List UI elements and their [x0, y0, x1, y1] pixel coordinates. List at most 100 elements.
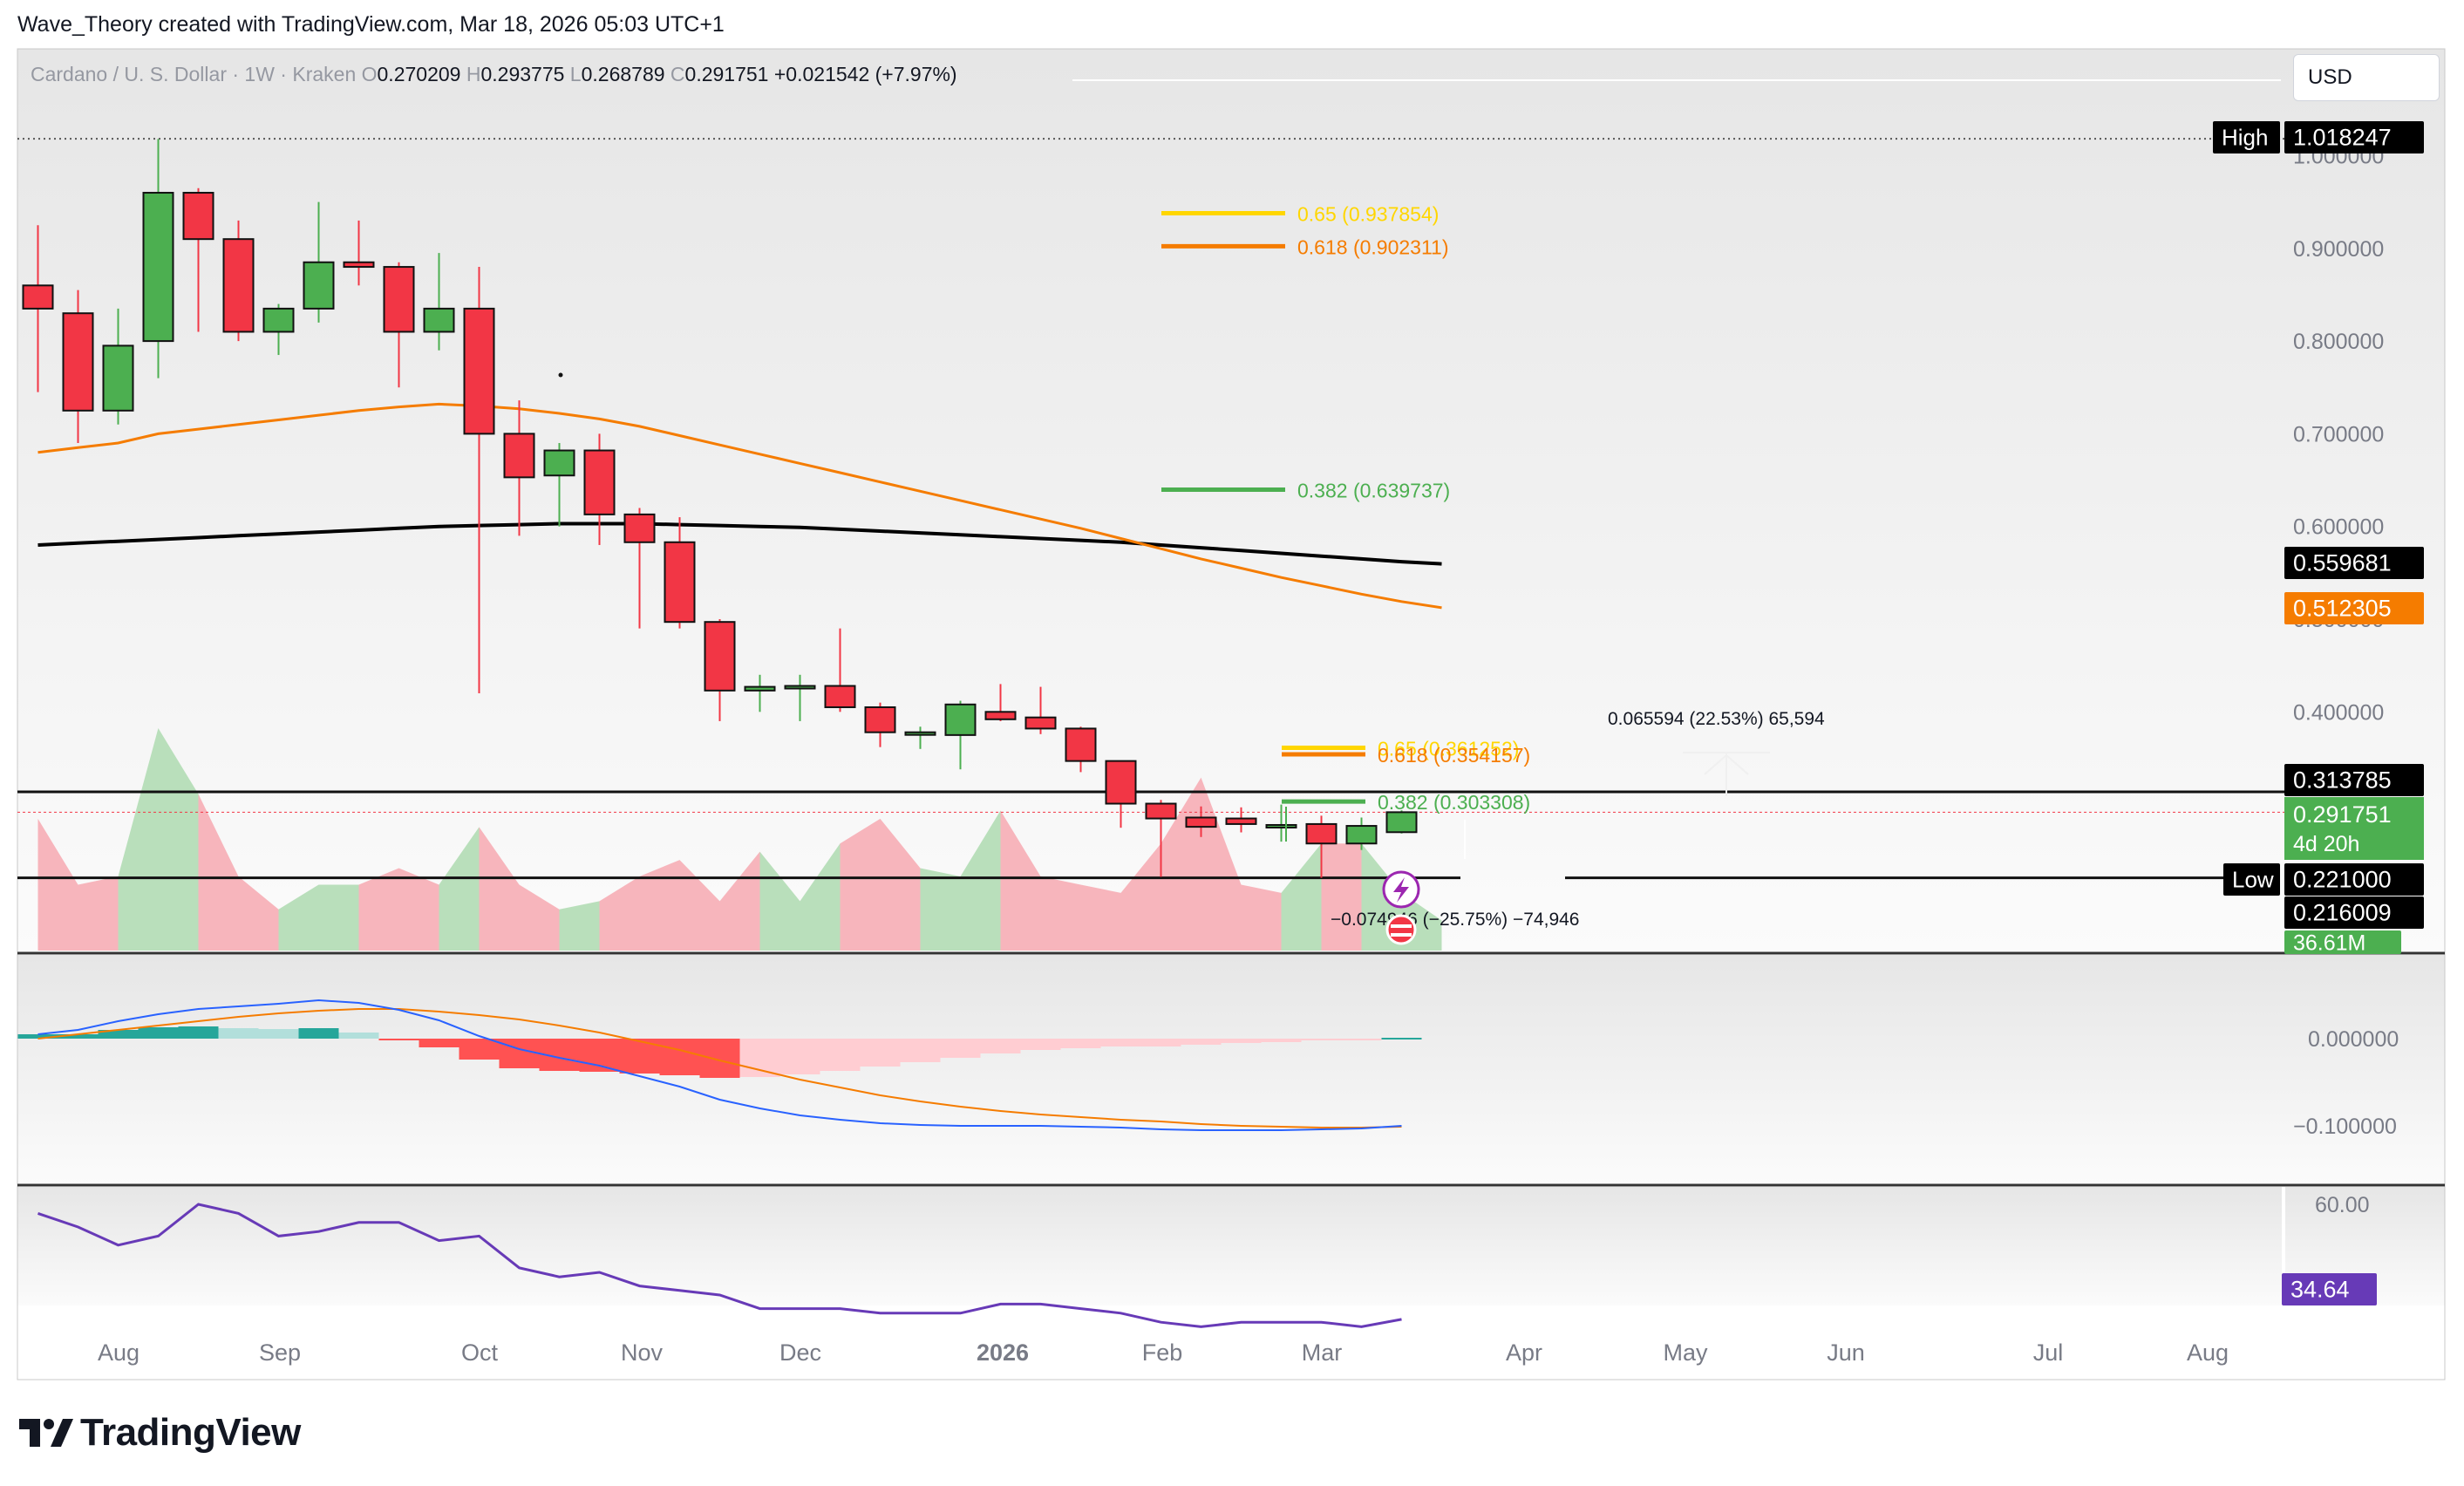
candle-down [503, 433, 535, 479]
fib-label: 0.618 (0.354157) [1378, 744, 1530, 767]
legend-part: +0.021542 (+7.97%) [774, 63, 957, 85]
legend-part: 0.268789 [582, 63, 670, 85]
flag-stripe [1391, 933, 1412, 937]
volume-area [1120, 843, 1161, 951]
candle-down [1065, 727, 1097, 762]
candle-up [744, 685, 776, 692]
macd-histogram-bar [17, 1034, 58, 1039]
candle-down [664, 541, 696, 624]
volume-area [37, 818, 78, 951]
macd-histogram-bar [1020, 1039, 1061, 1050]
legend-part: Cardano / U. S. Dollar · 1W · Kraken [31, 63, 362, 85]
high-price-badge: 1.018247 [2293, 125, 2392, 151]
volume-area [920, 868, 961, 951]
macd-histogram-bar [820, 1039, 861, 1071]
rsi-axis-tick: 60.00 [2315, 1193, 2370, 1217]
macd-histogram-bar [1341, 1039, 1382, 1040]
macd-histogram-bar [860, 1039, 901, 1067]
volume-area [1321, 843, 1362, 951]
volume-area [358, 868, 399, 951]
macd-histogram-bar [338, 1033, 379, 1039]
fib-label: 0.65 (0.361252) [1378, 737, 1519, 760]
rsi-value-badge: 34.64 [2290, 1277, 2350, 1303]
volume-area [439, 827, 480, 951]
ema-50-price-badge-bg [2284, 592, 2424, 624]
rsi-value-badge-bg [2282, 1273, 2377, 1305]
time-axis-tick: Aug [98, 1339, 140, 1366]
chart-border [17, 48, 2446, 1380]
price-axis-tick: 0.700000 [2293, 422, 2384, 446]
candle-up [102, 344, 134, 412]
candle-down [1024, 716, 1057, 730]
volume-area [198, 794, 239, 951]
macd-histogram-bar [900, 1039, 941, 1062]
price-axis-tick: 0.800000 [2293, 330, 2384, 354]
macd-histogram-bar [579, 1039, 620, 1072]
volume-area [238, 876, 279, 951]
volume-area [158, 728, 199, 951]
volume-badge-bg [2284, 930, 2401, 954]
time-axis-tick: Dec [779, 1339, 821, 1366]
volume-area [1241, 884, 1282, 951]
fib-label: 0.618 (0.902311) [1297, 235, 1449, 258]
legend-part: 0.291751 [685, 63, 774, 85]
macd-histogram-bar [499, 1039, 540, 1068]
candle-down [1225, 817, 1257, 825]
candle-up [784, 685, 816, 690]
legend-part: L [570, 63, 582, 85]
price-axis-tick: 0.400000 [2293, 700, 2384, 725]
rsi-pane-bg [17, 1187, 2445, 1305]
macd-histogram-bar [1301, 1039, 1342, 1040]
flag-stripe [1391, 924, 1412, 928]
macd-histogram-bar [779, 1039, 820, 1074]
chart-credit: Wave_Theory created with TradingView.com… [17, 12, 725, 37]
macd-histogram-bar [298, 1028, 339, 1039]
legend-part: 0.293775 [480, 63, 569, 85]
candle-up [904, 731, 936, 736]
fib-label: 0.382 (0.303308) [1378, 791, 1530, 814]
macd-histogram-bar [419, 1039, 459, 1047]
macd-histogram-bar [138, 1027, 179, 1039]
candle-up [1345, 825, 1378, 845]
candle-down [1305, 822, 1338, 845]
fib-label: 0.382 (0.639737) [1297, 479, 1450, 501]
chart-marker [558, 372, 563, 378]
tradingview-logo[interactable]: TradingView [19, 1411, 301, 1455]
low-label-bg [2223, 863, 2280, 896]
ema-50-price-badge: 0.512305 [2293, 596, 2392, 622]
ema-50-line [37, 402, 1442, 610]
volume-area [719, 851, 760, 951]
last-price-badge: 0.291751 [2293, 801, 2392, 828]
macd-histogram-bar [1261, 1039, 1302, 1042]
currency-selector[interactable]: USD [2293, 54, 2440, 101]
macd-histogram-bar [739, 1039, 780, 1077]
volume-area [599, 876, 640, 951]
candle-up [423, 307, 455, 333]
macd-histogram-bar [1100, 1039, 1141, 1046]
volume-area [840, 818, 881, 951]
macd-histogram-bar [980, 1039, 1021, 1053]
volume-area [519, 884, 560, 951]
price-badge: 0.216009 [2293, 900, 2392, 926]
low-price-badge: 0.221000 [2293, 867, 2392, 893]
volume-area [960, 810, 1001, 951]
volume-area [679, 860, 720, 951]
high-label-bg [2213, 121, 2280, 153]
tradingview-logo-text: TradingView [80, 1411, 301, 1454]
volume-area [1080, 884, 1121, 951]
volume-area [398, 868, 439, 951]
candle-down [1145, 802, 1177, 820]
time-axis-tick: Apr [1506, 1339, 1542, 1366]
volume-area [559, 901, 600, 951]
macd-histogram-bar [178, 1026, 219, 1039]
resistance-price-badge-bg [2284, 764, 2424, 796]
volume-area [479, 827, 520, 951]
candle-up [303, 261, 335, 310]
price-badge-bg [2284, 896, 2424, 929]
macd-histogram-bar [459, 1039, 500, 1060]
macd-histogram-bar [1181, 1039, 1222, 1045]
us-flag-icon [1385, 914, 1417, 945]
candle-up [543, 449, 575, 477]
candle-down [383, 266, 415, 333]
